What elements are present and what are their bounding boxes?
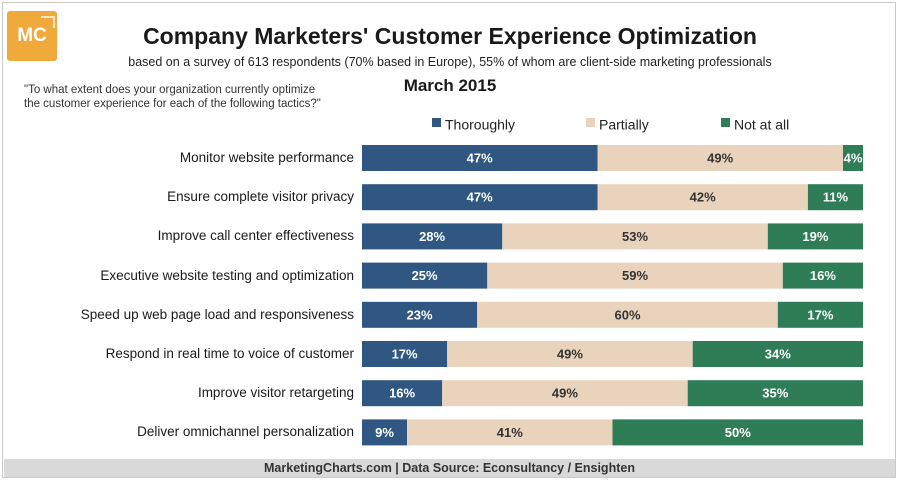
legend-label-thoroughly: Thoroughly — [445, 116, 516, 133]
source-footer: MarketingCharts.com | Data Source: Econs… — [4, 459, 895, 477]
legend-partially: Partially — [586, 115, 649, 133]
bar-segment-thoroughly — [362, 380, 443, 407]
bar-segment-partially — [442, 380, 688, 407]
legend-thoroughly: Thoroughly — [432, 115, 516, 133]
bar-segment-not-at-all — [807, 184, 863, 211]
marketingcharts-logo: MC — [7, 11, 57, 61]
chart-title: Company Marketers' Customer Experience O… — [143, 23, 757, 49]
category-label: Improve visitor retargeting — [197, 385, 354, 401]
data-label: 17% — [392, 347, 418, 362]
bar-segment-partially — [407, 419, 613, 446]
bar-segment-thoroughly — [362, 301, 478, 328]
data-label: 50% — [725, 425, 751, 440]
data-label: 17% — [807, 307, 833, 322]
bar-segment-thoroughly — [362, 145, 598, 171]
data-label: 25% — [412, 268, 438, 283]
category-label: Speed up web page load and responsivenes… — [80, 306, 354, 322]
legend-label-partially: Partially — [599, 116, 649, 133]
data-label: 42% — [690, 190, 716, 205]
data-label: 19% — [802, 229, 828, 244]
data-label: 47% — [467, 190, 493, 205]
bar-segment-thoroughly — [362, 341, 448, 367]
data-label: 23% — [407, 307, 433, 322]
logo-text: MC — [17, 25, 47, 46]
data-label: 11% — [823, 190, 849, 205]
category-label: Deliver omnichannel personalization — [137, 424, 354, 440]
data-label: 28% — [419, 229, 445, 244]
data-label: 49% — [552, 386, 578, 401]
legend-not-at-all: Not at all — [721, 115, 790, 133]
bar-segment-not-at-all — [777, 301, 863, 328]
survey-question: "To what extent does your organization c… — [24, 84, 321, 110]
data-label: 35% — [762, 386, 788, 401]
category-label: Respond in real time to voice of custome… — [105, 346, 354, 361]
legend-swatch-thoroughly — [432, 118, 441, 127]
bar-segment-not-at-all — [692, 341, 863, 367]
bar-segment-not-at-all — [612, 419, 863, 446]
bar-segment-not-at-all — [782, 262, 863, 289]
bar-segment-thoroughly — [362, 262, 488, 289]
bar-segment-thoroughly — [362, 184, 598, 211]
bar-segment-not-at-all — [843, 145, 863, 171]
bar-segment-not-at-all — [767, 223, 863, 250]
legend-swatch-partially — [586, 118, 595, 127]
data-label: 9% — [375, 425, 394, 440]
data-label: 34% — [765, 347, 791, 362]
data-label: 16% — [389, 386, 415, 401]
bar-segment-partially — [447, 341, 693, 367]
data-label: 53% — [622, 229, 648, 244]
legend-swatch-not-at-all — [721, 118, 730, 127]
category-label: Improve call center effectiveness — [157, 228, 354, 244]
category-label: Monitor website performance — [179, 150, 354, 165]
chart-date: March 2015 — [403, 76, 497, 95]
category-label: Executive website testing and optimizati… — [100, 267, 354, 283]
logo-accent — [41, 16, 55, 28]
data-label: 41% — [497, 425, 523, 440]
bar-segment-thoroughly — [362, 419, 408, 446]
bar-segment-partially — [597, 145, 843, 171]
chart-subtitle: based on a survey of 613 respondents (70… — [128, 55, 772, 69]
data-label: 49% — [557, 347, 583, 362]
data-label: 4% — [844, 151, 863, 166]
data-label: 16% — [810, 268, 836, 283]
data-label: 49% — [707, 151, 733, 166]
bar-segment-partially — [597, 184, 808, 211]
bar-segment-partially — [487, 262, 783, 289]
data-label: 60% — [614, 307, 640, 322]
bar-segment-partially — [477, 301, 778, 328]
bar-segment-not-at-all — [687, 380, 863, 407]
legend-label-not-at-all: Not at all — [734, 116, 790, 133]
data-label: 47% — [467, 151, 493, 166]
data-label: 59% — [622, 268, 648, 283]
bar-segment-thoroughly — [362, 223, 503, 250]
bar-segment-partially — [502, 223, 768, 250]
category-label: Ensure complete visitor privacy — [167, 189, 354, 205]
